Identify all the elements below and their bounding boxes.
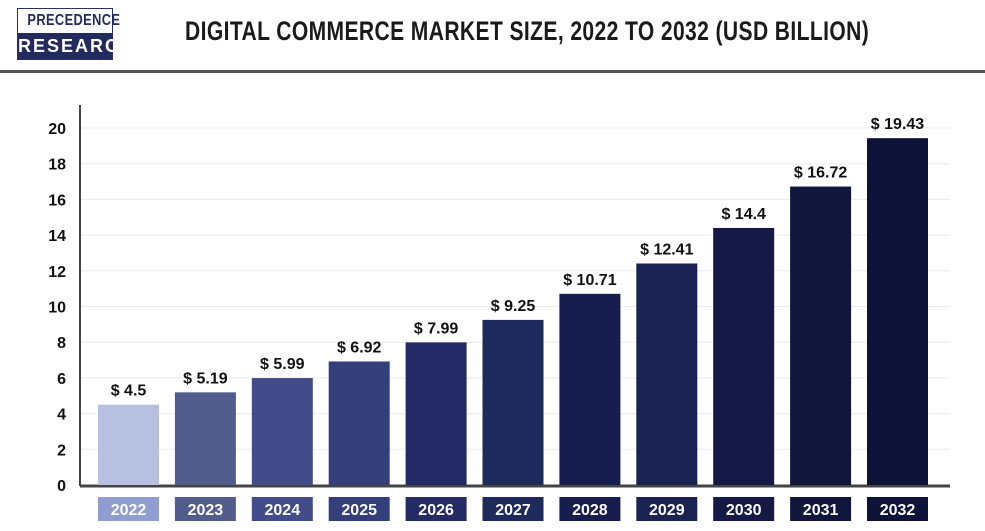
data-label: $ 16.72: [794, 165, 847, 182]
data-label: $ 7.99: [414, 320, 459, 337]
x-tick-label: 2031: [803, 502, 839, 519]
x-label-box: [482, 497, 544, 521]
x-tick-label: 2028: [572, 502, 608, 519]
x-tick-label: 2023: [188, 502, 224, 519]
x-tick-label: 2032: [880, 502, 916, 519]
x-label-box: [867, 497, 928, 521]
data-label: $ 5.99: [260, 356, 305, 373]
x-label-box: [559, 497, 621, 521]
data-label: $ 4.5: [111, 383, 147, 400]
data-label: $ 14.4: [721, 206, 766, 223]
bar-2029: [636, 263, 698, 485]
x-tick-label: 2024: [265, 502, 301, 519]
x-label-box: [251, 497, 313, 521]
x-tick-label: 2025: [341, 502, 377, 519]
x-label-box: [713, 497, 775, 521]
y-tick-label: 4: [57, 407, 66, 424]
logo: PRECEDENCE RESEARCH: [17, 8, 133, 60]
x-tick-label: 2030: [726, 502, 762, 519]
y-tick-label: 10: [48, 300, 66, 317]
y-tick-label: 12: [48, 264, 66, 281]
x-label-box: [790, 497, 852, 521]
y-tick-label: 2: [57, 442, 66, 459]
x-label-box: [98, 497, 159, 521]
data-label: $ 19.43: [871, 116, 924, 133]
x-tick-label: 2026: [418, 502, 454, 519]
header-divider: [0, 70, 985, 73]
bar-2026: [405, 342, 467, 485]
bar-2028: [559, 293, 621, 485]
y-tick-label: 16: [48, 192, 66, 209]
x-tick-label: 2022: [111, 502, 147, 519]
x-label-box: [636, 497, 698, 521]
bar-2027: [482, 319, 544, 485]
x-tick-label: 2029: [649, 502, 685, 519]
bar-2023: [174, 392, 236, 485]
bar-2032: [867, 138, 928, 485]
chart-title: DIGITAL COMMERCE MARKET SIZE, 2022 TO 20…: [185, 16, 870, 46]
bar-2022: [98, 404, 159, 485]
y-tick-label: 0: [57, 478, 66, 495]
bar-2031: [790, 186, 852, 485]
y-tick-label: 8: [57, 335, 66, 352]
y-tick-label: 18: [48, 157, 66, 174]
data-label: $ 6.92: [337, 339, 382, 356]
x-tick-label: 2027: [495, 502, 531, 519]
data-label: $ 10.71: [563, 272, 616, 289]
data-label: $ 9.25: [491, 298, 536, 315]
logo-line1: PRECEDENCE: [27, 9, 120, 33]
y-tick-label: 14: [48, 228, 66, 245]
bar-2030: [713, 227, 775, 485]
bar-2025: [328, 361, 390, 485]
logo-line2: RESEARCH: [18, 33, 133, 59]
y-tick-label: 6: [57, 371, 66, 388]
x-label-box: [405, 497, 467, 521]
data-label: $ 5.19: [183, 370, 228, 387]
bar-2024: [251, 378, 313, 485]
x-label-box: [174, 497, 236, 521]
x-label-box: [328, 497, 390, 521]
data-label: $ 12.41: [640, 241, 693, 258]
y-tick-label: 20: [48, 121, 66, 138]
